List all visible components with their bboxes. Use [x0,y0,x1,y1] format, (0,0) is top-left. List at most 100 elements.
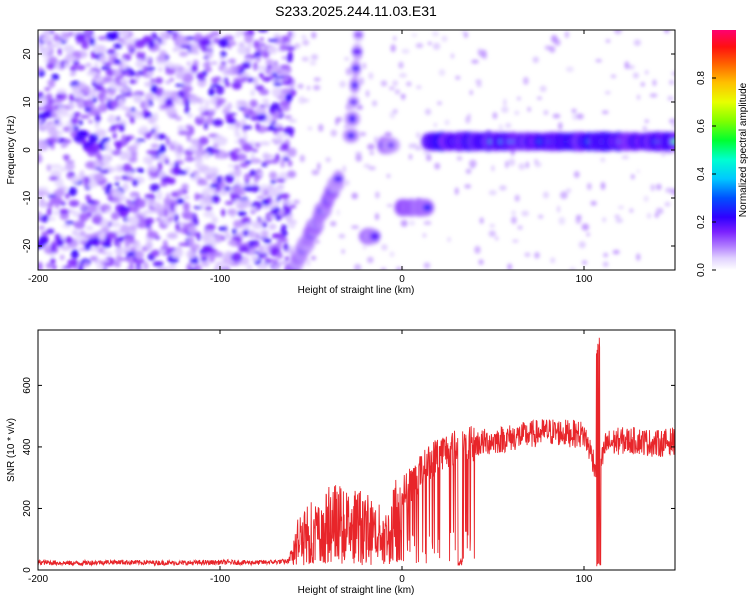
heatmap-noise-cell [565,66,574,73]
heatmap-noise-cell [150,84,158,94]
heatmap-noise-cell [199,198,205,209]
heatmap-noise-cell [190,243,201,250]
heatmap-noise-cell [186,249,196,259]
heatmap-noise-cell [195,158,203,167]
heatmap-noise-cell [237,45,249,55]
heatmap-noise-cell [422,150,431,155]
heatmap-noise-cell [644,119,649,123]
heatmap-noise-cell [114,247,126,256]
snr-series-line [38,337,675,567]
heatmap-noise-cell [311,31,317,39]
heatmap-noise-cell [60,245,71,251]
heatmap-noise-cell [262,205,271,210]
colorbar-tick-label: 0.6 [696,119,707,133]
heatmap-noise-cell [374,213,380,221]
heatmap-noise-cell [78,263,84,270]
heatmap-noise-cell [586,182,592,191]
heatmap-noise-cell [134,242,142,250]
heatmap-noise-cell [204,66,212,73]
heatmap-noise-cell [400,219,408,227]
heatmap-noise-cell [85,62,92,68]
heatmap-noise-cell [46,262,52,269]
heatmap-noise-cell [61,108,69,118]
heatmap-noise-cell [381,244,388,251]
heatmap-noise-cell [510,216,517,224]
heatmap-noise-cell [299,154,305,163]
heatmap-noise-cell [425,154,432,162]
heatmap-noise-cell [159,31,171,37]
heatmap-noise-cell [610,74,617,79]
heatmap-noise-cell [59,254,65,261]
heatmap-noise-cell [167,264,175,270]
colorbar-gradient [712,30,736,270]
heatmap-noise-cell [210,83,221,88]
heatmap-noise-cell [158,153,166,162]
heatmap-noise-cell [275,178,286,183]
heatmap-noise-cell [259,37,264,42]
heatmap-noise-cell [293,199,300,205]
heatmap-noise-cell [643,195,649,202]
heatmap-noise-cell [669,118,675,124]
heatmap-noise-cell [265,58,274,66]
heatmap-noise-cell [289,204,297,209]
heatmap-noise-cell [222,256,233,266]
heatmap-noise-cell [220,56,225,60]
heatmap-noise-cell [244,160,253,164]
heatmap-noise-cell [59,211,70,221]
heatmap-noise-cell [538,214,544,219]
heatmap-noise-cell [632,72,639,79]
heatmap-noise-cell [645,70,649,75]
heatmap-noise-cell [277,260,289,266]
heatmap-noise-cell [190,44,199,55]
heatmap-noise-cell [244,222,250,231]
heatmap-noise-cell [310,54,319,61]
heatmap-noise-cell [113,68,121,77]
heatmap-noise-cell [67,31,75,37]
heatmap-noise-cell [401,93,406,101]
heatmap-noise-cell [441,35,448,42]
heatmap-noise-cell [208,166,219,176]
heatmap-noise-cell [184,156,195,162]
heatmap-noise-cell [257,65,267,72]
heatmap-noise-cell [79,230,86,237]
heatmap-noise-cell [196,182,209,186]
heatmap-noise-cell [236,121,241,129]
heatmap-noise-cell [130,107,136,112]
heatmap-noise-cell [514,194,520,202]
spectrogram-y-ticks: -20 -10 0 10 20 [22,48,675,253]
heatmap-noise-cell [649,93,658,98]
heatmap-noise-cell [633,39,641,47]
heatmap-noise-cell [464,184,472,189]
heatmap-noise-cell [61,224,71,228]
heatmap-noise-cell [190,138,201,145]
heatmap-noise-cell [38,200,50,208]
heatmap-noise-cell [198,97,204,106]
heatmap-noise-cell [115,254,121,264]
heatmap-noise-cell [393,36,397,41]
heatmap-noise-cell [157,161,163,172]
heatmap-noise-cell [550,34,558,43]
heatmap-noise-cell [280,228,286,234]
heatmap-noise-cell [40,214,49,223]
heatmap-noise-cell [279,64,291,70]
heatmap-noise-cell [48,56,58,65]
heatmap-noise-cell [206,223,216,230]
heatmap-noise-cell [280,224,288,230]
heatmap-noise-cell [454,187,459,195]
heatmap-noise-cell [124,38,135,44]
heatmap-noise-cell [283,200,294,205]
heatmap-noise-cell [208,113,213,119]
heatmap-noise-cell [45,93,53,102]
heatmap-noise-cell [233,219,244,228]
heatmap-noise-cell [359,131,367,137]
heatmap-noise-cell [144,217,155,225]
heatmap-noise-cell [478,259,484,265]
heatmap-noise-cell [590,200,597,206]
heatmap-noise-cell [99,54,107,64]
heatmap-noise-cell [154,77,163,85]
heatmap-noise-cell [571,112,578,121]
heatmap-noise-cell [73,220,85,230]
heatmap-noise-cell [271,233,283,239]
heatmap-noise-cell [50,243,56,253]
